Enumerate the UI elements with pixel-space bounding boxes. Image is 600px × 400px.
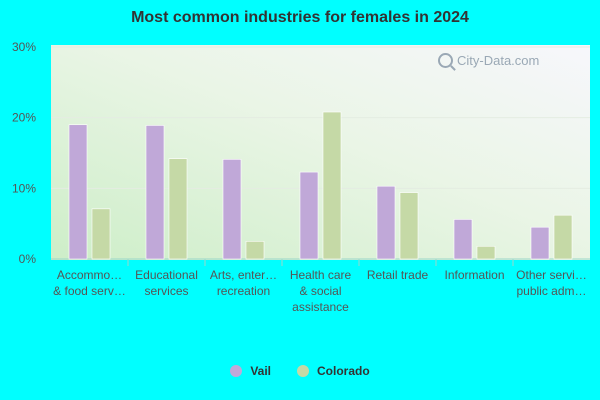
bar-colorado-1[interactable] <box>168 158 188 260</box>
legend-swatch-vail <box>230 365 243 377</box>
x-tick-label: Educational services <box>135 268 198 298</box>
legend-item-vail: Vail <box>230 364 271 378</box>
bar-colorado-6[interactable] <box>553 214 573 260</box>
bar-vail-1[interactable] <box>145 125 165 260</box>
x-tick-label: Accommo… & food serv… <box>53 268 126 298</box>
bar-vail-2[interactable] <box>222 159 242 260</box>
bar-vail-3[interactable] <box>299 171 319 260</box>
x-tick-label: Retail trade <box>367 268 429 282</box>
legend-swatch-colorado <box>297 365 309 377</box>
chart-title: Most common industries for females in 20… <box>131 9 469 26</box>
legend-label-colorado: Colorado <box>317 364 370 378</box>
legend-label-vail: Vail <box>250 364 271 378</box>
y-tick-label: 0% <box>19 252 37 266</box>
x-tick-label: Information <box>444 268 504 282</box>
bar-vail-4[interactable] <box>376 185 396 260</box>
bar-colorado-0[interactable] <box>91 208 111 260</box>
magnifier-icon <box>438 53 453 68</box>
bar-colorado-2[interactable] <box>245 241 265 260</box>
bar-colorado-5[interactable] <box>476 245 496 260</box>
y-tick-label: 30% <box>12 40 36 54</box>
y-tick-label: 20% <box>12 111 36 125</box>
bar-colorado-3[interactable] <box>322 111 342 260</box>
bar-vail-0[interactable] <box>68 124 88 260</box>
x-tick-label: Arts, enter… recreation <box>210 268 277 298</box>
bar-colorado-4[interactable] <box>399 192 419 260</box>
bar-vail-5[interactable] <box>453 219 473 260</box>
x-tick-label: Health care & social assistance <box>290 268 352 314</box>
legend-item-colorado: Colorado <box>297 364 370 378</box>
watermark-text: City-Data.com <box>457 53 540 68</box>
watermark: City-Data.com <box>438 53 539 68</box>
bar-vail-6[interactable] <box>530 226 550 260</box>
plot-background <box>51 45 590 260</box>
y-tick-label: 10% <box>12 181 36 195</box>
legend: Vail Colorado <box>0 364 600 378</box>
x-tick-label: Other servi… public adm… <box>516 268 587 298</box>
